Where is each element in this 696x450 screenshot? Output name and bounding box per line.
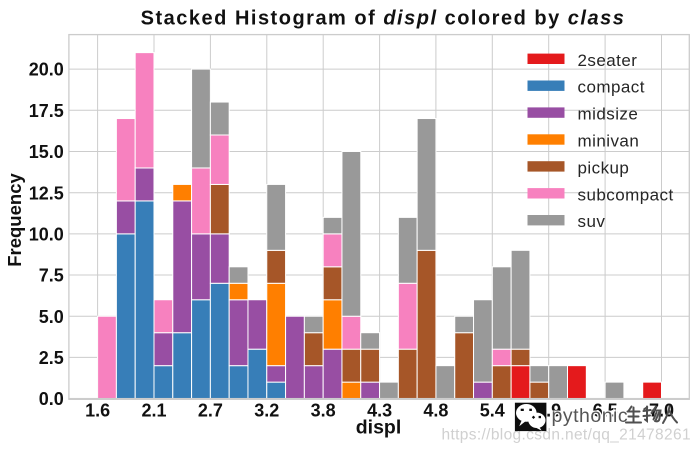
svg-text:4.8: 4.8 (423, 400, 448, 420)
svg-text:pythonic: pythonic (552, 405, 629, 427)
svg-text:7.5: 7.5 (39, 266, 64, 286)
svg-text:Frequency: Frequency (4, 173, 25, 267)
svg-text:6.5: 6.5 (593, 400, 618, 420)
svg-text:5.0: 5.0 (39, 307, 64, 327)
svg-text:compact: compact (578, 78, 645, 97)
svg-text:Stacked Histogram of displ col: Stacked Histogram of displ colored by cl… (141, 7, 626, 29)
svg-text:1.6: 1.6 (85, 400, 110, 420)
svg-text:2.7: 2.7 (198, 400, 223, 420)
svg-text:3.2: 3.2 (254, 400, 279, 420)
svg-text:2.5: 2.5 (39, 348, 64, 368)
svg-text:minivan: minivan (578, 132, 640, 151)
svg-text:20.0: 20.0 (29, 60, 64, 80)
svg-text:4.3: 4.3 (367, 400, 392, 420)
svg-text:displ: displ (356, 417, 402, 439)
svg-text:2seater: 2seater (578, 51, 638, 70)
svg-text:0.0: 0.0 (39, 389, 64, 409)
svg-text:midsize: midsize (578, 105, 639, 124)
svg-text:2.1: 2.1 (141, 400, 166, 420)
svg-text:17.5: 17.5 (29, 101, 64, 121)
svg-text:5.4: 5.4 (480, 400, 505, 420)
svg-text:suv: suv (578, 212, 606, 231)
svg-text:12.5: 12.5 (29, 183, 64, 203)
svg-text:https://blog.csdn.net/qq_21478: https://blog.csdn.net/qq_21478261 (442, 426, 691, 443)
svg-text:3.8: 3.8 (311, 400, 336, 420)
svg-text:pickup: pickup (578, 158, 630, 177)
svg-text:10.0: 10.0 (29, 225, 64, 245)
svg-text:subcompact: subcompact (578, 185, 674, 204)
svg-text:15.0: 15.0 (29, 142, 64, 162)
